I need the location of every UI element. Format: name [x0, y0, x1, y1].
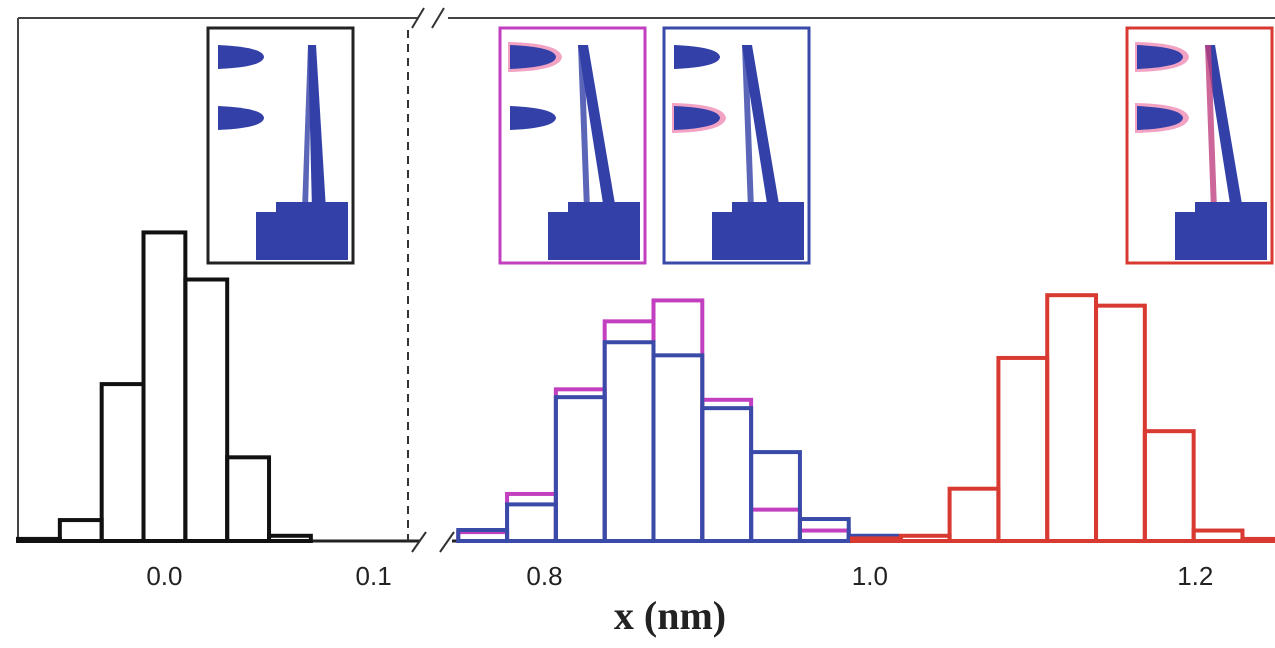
tip: [674, 106, 720, 130]
inset: [498, 26, 647, 265]
bar: [602, 340, 656, 544]
base: [276, 202, 348, 214]
tip: [674, 45, 720, 69]
bar: [700, 406, 754, 543]
cantilever: [578, 45, 616, 210]
tip: [510, 106, 556, 130]
base: [732, 202, 804, 214]
base: [1195, 202, 1267, 214]
bar: [651, 298, 705, 544]
bar: [947, 486, 1001, 544]
inset: [1125, 26, 1274, 265]
bar: [505, 491, 558, 543]
cantilever: [302, 45, 312, 210]
cantilever: [308, 45, 326, 210]
tip: [510, 45, 556, 69]
bar: [1094, 303, 1147, 543]
base: [1175, 212, 1267, 260]
bar: [505, 502, 558, 544]
tip: [218, 106, 264, 130]
bar: [651, 353, 705, 543]
x-tick-label: 0.1: [356, 561, 392, 591]
bar: [456, 528, 510, 544]
x-tick-label: 0.8: [526, 561, 562, 591]
x-tick-label: 1.0: [852, 561, 888, 591]
break-mark: [411, 531, 455, 553]
cantilever: [742, 45, 780, 210]
bar: [849, 536, 903, 544]
x-tick-label: 0.0: [146, 561, 182, 591]
break-mark: [411, 7, 445, 29]
bar: [749, 507, 802, 543]
bar: [749, 450, 802, 543]
bar: [1191, 528, 1245, 543]
tip: [218, 45, 264, 69]
bar: [57, 518, 104, 544]
base: [256, 212, 348, 260]
cantilever: [578, 45, 590, 210]
base: [712, 212, 804, 260]
cantilever: [1205, 45, 1243, 210]
inset: [662, 26, 811, 265]
bar: [553, 395, 607, 543]
tip: [1137, 45, 1183, 69]
inset: [206, 26, 355, 265]
bar: [99, 382, 146, 543]
x-tick-label: 1.2: [1177, 561, 1213, 591]
bar: [553, 387, 607, 543]
bar: [183, 277, 230, 543]
bar: [700, 397, 754, 544]
x-axis-label: x (nm): [614, 593, 726, 638]
bar: [1142, 429, 1196, 544]
bar: [996, 355, 1050, 544]
cantilever: [1205, 45, 1217, 210]
tip: [1137, 106, 1183, 130]
bar: [16, 536, 62, 544]
bar: [267, 533, 313, 544]
bar: [225, 455, 272, 544]
bar: [898, 533, 952, 544]
bar: [141, 230, 188, 543]
cantilever: [742, 45, 754, 210]
bar: [1240, 536, 1275, 544]
base: [568, 202, 640, 214]
bar: [1045, 293, 1099, 543]
bar: [797, 517, 851, 543]
base: [548, 212, 640, 260]
bar: [602, 319, 656, 543]
